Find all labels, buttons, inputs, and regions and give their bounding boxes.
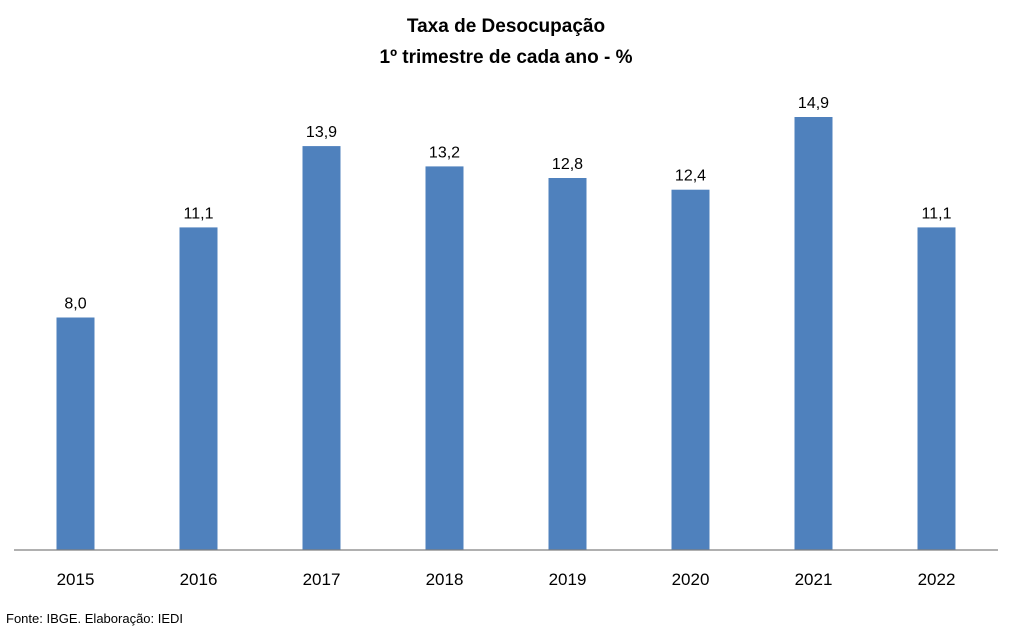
- x-tick-2018: 2018: [426, 570, 464, 589]
- x-tick-2019: 2019: [549, 570, 587, 589]
- bar-2018: [425, 166, 464, 550]
- bar-2021: [794, 117, 833, 550]
- data-label-2020: 12,4: [675, 168, 706, 185]
- x-tick-2021: 2021: [795, 570, 833, 589]
- data-label-2015: 8,0: [64, 296, 86, 313]
- bar-2015: [56, 317, 95, 550]
- x-tick-2022: 2022: [918, 570, 956, 589]
- x-tick-2020: 2020: [672, 570, 710, 589]
- x-tick-labels-layer: 2015 2016 2017 2018 2019 2020 2021 2022: [57, 570, 956, 589]
- data-label-2022: 11,1: [922, 205, 952, 222]
- data-label-2017: 13,9: [306, 124, 337, 141]
- bar-2020: [671, 189, 710, 550]
- bar-2019: [548, 178, 587, 550]
- data-label-2016: 11,1: [184, 205, 214, 222]
- bar-2022: [917, 227, 956, 550]
- data-label-2018: 13,2: [429, 144, 460, 161]
- chart-subtitle: 1º trimestre de cada ano - %: [380, 47, 633, 68]
- bars-layer: [56, 117, 956, 550]
- data-label-2021: 14,9: [798, 95, 829, 112]
- x-tick-2015: 2015: [57, 570, 95, 589]
- x-tick-2017: 2017: [303, 570, 341, 589]
- bar-2017: [302, 146, 341, 550]
- data-label-2019: 12,8: [552, 156, 583, 173]
- data-labels-layer: 8,0 11,1 13,9 13,2 12,8 12,4 14,9 11,1: [64, 95, 951, 313]
- x-tick-2016: 2016: [180, 570, 218, 589]
- bar-2016: [179, 227, 218, 550]
- source-note: Fonte: IBGE. Elaboração: IEDI: [6, 611, 184, 626]
- chart-title: Taxa de Desocupação: [407, 16, 605, 37]
